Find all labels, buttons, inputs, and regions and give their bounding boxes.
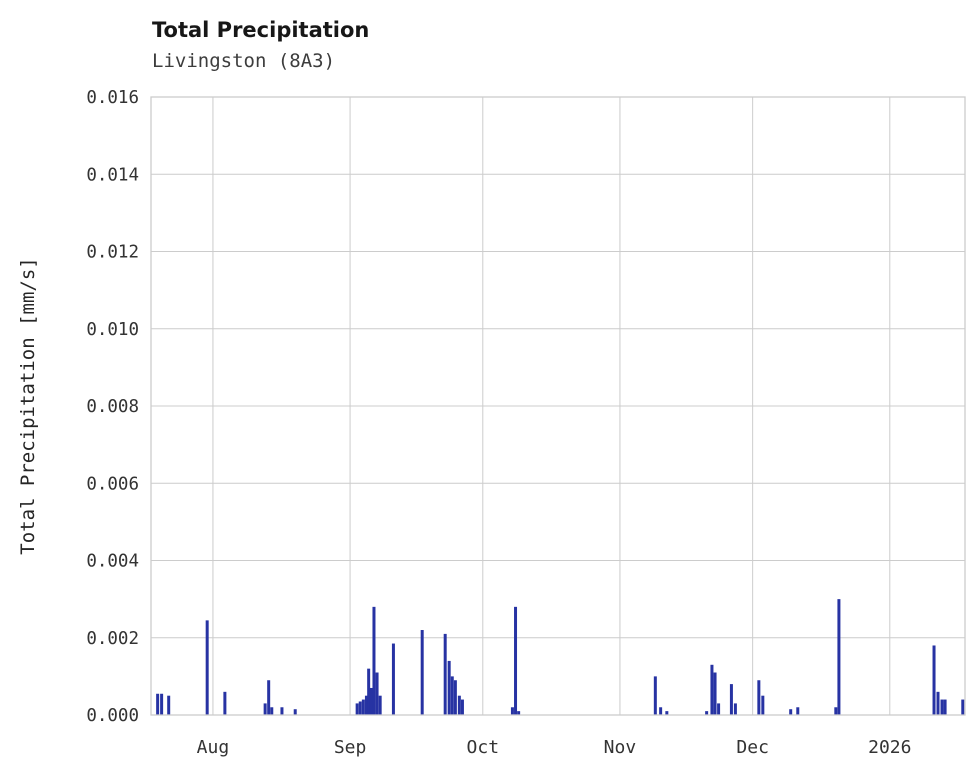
y-tick-label: 0.008 bbox=[86, 397, 139, 417]
chart-title: Total Precipitation bbox=[152, 18, 370, 42]
precip-bar bbox=[665, 711, 669, 715]
precip-bar bbox=[457, 695, 461, 715]
precip-bar bbox=[713, 672, 717, 715]
precip-bar bbox=[372, 606, 376, 715]
precip-bar bbox=[205, 620, 209, 715]
precip-bar bbox=[270, 707, 274, 715]
precip-bar bbox=[160, 693, 164, 715]
precip-bar bbox=[358, 701, 362, 715]
precip-bar bbox=[834, 707, 838, 715]
precip-bar bbox=[789, 709, 793, 715]
y-tick-label: 0.000 bbox=[86, 706, 139, 726]
precip-bar bbox=[453, 680, 457, 715]
precip-bar bbox=[293, 709, 297, 715]
precip-bar bbox=[936, 691, 940, 715]
precip-bar bbox=[223, 691, 227, 715]
x-tick-label: Aug bbox=[197, 737, 230, 758]
precip-bar bbox=[375, 672, 379, 715]
precip-bar bbox=[267, 680, 271, 715]
precip-bar bbox=[943, 699, 947, 715]
precip-bar bbox=[517, 711, 521, 715]
precip-bar bbox=[450, 676, 454, 716]
precip-bar bbox=[733, 703, 737, 715]
precip-bar bbox=[510, 707, 514, 715]
y-tick-label: 0.004 bbox=[86, 552, 139, 572]
precip-bar bbox=[156, 693, 160, 715]
precip-bar bbox=[355, 703, 359, 715]
y-tick-label: 0.016 bbox=[86, 88, 139, 108]
precip-bar bbox=[167, 695, 171, 715]
precip-bar bbox=[705, 711, 709, 715]
precip-bar bbox=[659, 707, 663, 715]
y-axis-label: Total Precipitation [mm/s] bbox=[17, 257, 39, 555]
precip-bar bbox=[653, 676, 657, 716]
precip-bar bbox=[280, 707, 284, 715]
precip-bar bbox=[961, 699, 965, 715]
precip-bar bbox=[460, 699, 464, 715]
precip-bar bbox=[514, 606, 518, 715]
y-tick-label: 0.010 bbox=[86, 320, 139, 340]
x-tick-label: Nov bbox=[604, 737, 637, 758]
precip-bar bbox=[369, 687, 373, 715]
precip-bar bbox=[447, 660, 451, 715]
precip-bar bbox=[391, 643, 395, 715]
plot-border bbox=[150, 96, 966, 716]
x-tick-label: 2026 bbox=[868, 737, 911, 758]
y-tick-label: 0.014 bbox=[86, 165, 139, 185]
precip-bar bbox=[710, 664, 714, 715]
x-tick-label: Sep bbox=[334, 737, 367, 758]
y-tick-label: 0.002 bbox=[86, 629, 139, 649]
precip-bar bbox=[761, 695, 765, 715]
x-tick-label: Oct bbox=[467, 737, 500, 758]
precip-bar bbox=[757, 680, 761, 715]
x-tick-label: Dec bbox=[736, 737, 769, 758]
precip-bar bbox=[932, 645, 936, 715]
precip-bar bbox=[367, 668, 371, 715]
precip-bar bbox=[796, 707, 800, 715]
precip-bar bbox=[940, 699, 944, 715]
precip-bar bbox=[837, 599, 841, 716]
y-tick-label: 0.006 bbox=[86, 474, 139, 494]
precip-bar bbox=[361, 699, 365, 715]
precip-bar bbox=[364, 695, 368, 715]
precip-bar bbox=[378, 695, 382, 715]
precip-bar bbox=[420, 630, 424, 715]
precip-bar bbox=[717, 703, 721, 715]
chart-subtitle: Livingston (8A3) bbox=[152, 50, 336, 72]
y-tick-label: 0.012 bbox=[86, 243, 139, 263]
precip-bar bbox=[263, 703, 267, 715]
precip-bar bbox=[729, 684, 733, 715]
precip-bar bbox=[443, 633, 447, 715]
